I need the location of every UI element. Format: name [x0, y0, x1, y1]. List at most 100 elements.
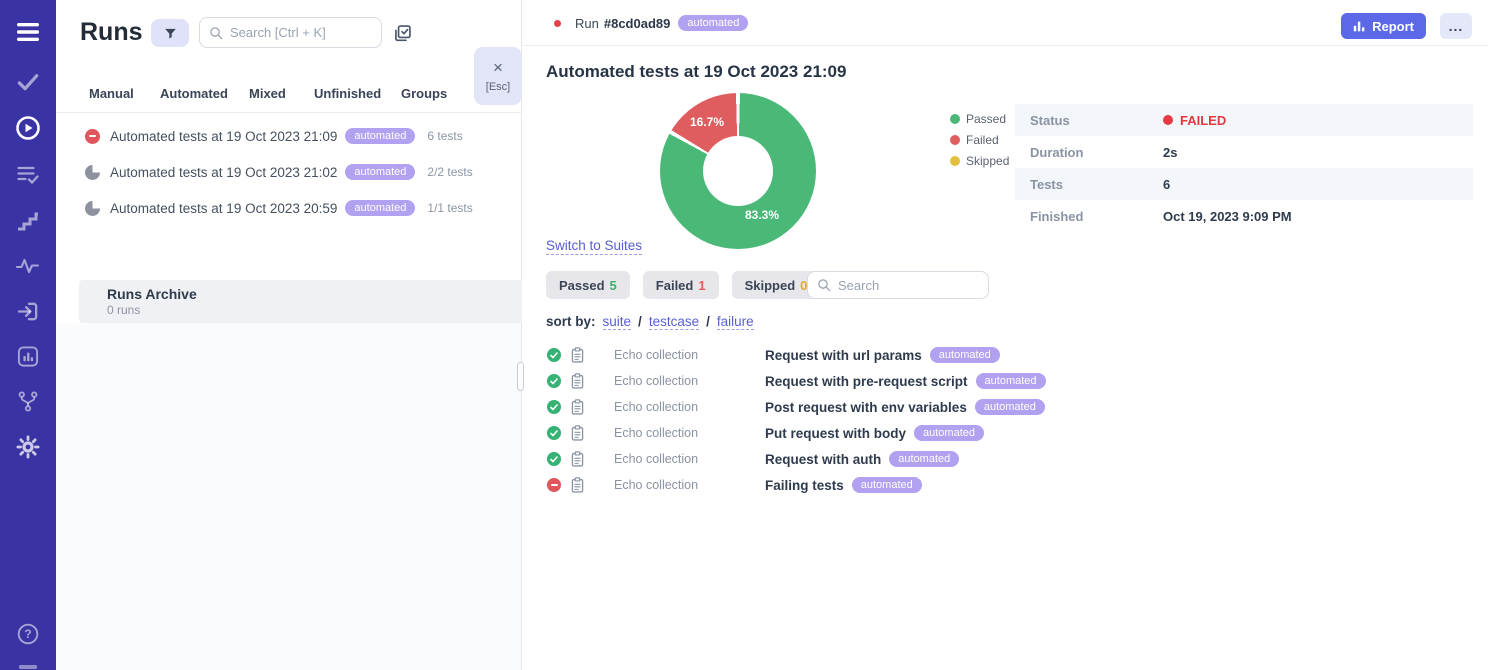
- summary-row-finished: Finished Oct 19, 2023 9:09 PM: [1015, 200, 1473, 232]
- test-suite: Echo collection: [614, 400, 699, 414]
- test-result-row[interactable]: Echo collection Put request with body aut…: [547, 422, 984, 444]
- run-test-count: 1/1 tests: [427, 201, 473, 215]
- run-summary-table: Status FAILED Duration 2s Tests 6 Finish…: [1015, 104, 1473, 232]
- result-filter-buttons: Passed 5 Failed 1 Skipped 0: [546, 271, 821, 299]
- funnel-icon: [163, 26, 178, 41]
- tab-groups[interactable]: Groups: [401, 86, 448, 101]
- bulk-select-icon[interactable]: [392, 23, 413, 49]
- versions-branch-icon[interactable]: [17, 390, 40, 413]
- donut-hole: [703, 136, 773, 206]
- legend-skipped: Skipped: [950, 154, 1009, 168]
- legend-failed: Failed: [950, 133, 1009, 147]
- search-icon: [209, 26, 223, 40]
- search-icon: [817, 278, 831, 292]
- test-cases-check-icon[interactable]: [17, 72, 40, 92]
- legend-skipped-label: Skipped: [966, 154, 1010, 168]
- test-result-row[interactable]: Echo collection Post request with env va…: [547, 396, 1045, 418]
- clipboard-icon: [570, 373, 585, 389]
- run-status-dot: [554, 19, 561, 27]
- test-suite: Echo collection: [614, 452, 699, 466]
- test-result-row[interactable]: Echo collection Request with auth automat…: [547, 448, 960, 470]
- bottom-partial-icon[interactable]: [18, 664, 38, 670]
- run-detail-topbar: Run #8cd0ad89 automated Report ...: [522, 0, 1488, 46]
- clipboard-icon: [570, 451, 585, 467]
- clipboard-icon: [570, 477, 585, 493]
- automated-badge: automated: [914, 425, 984, 441]
- report-button[interactable]: Report: [1341, 13, 1426, 39]
- summary-value: 6: [1163, 176, 1171, 192]
- test-passed-icon: [547, 374, 561, 388]
- test-name: Put request with body: [765, 425, 907, 441]
- test-result-row[interactable]: Echo collection Failing tests automated: [547, 474, 922, 496]
- panel-resize-handle[interactable]: [517, 362, 524, 391]
- test-name: Failing tests: [765, 477, 844, 493]
- filter-button[interactable]: [151, 19, 189, 47]
- automated-badge: automated: [345, 128, 416, 144]
- run-list-item[interactable]: Automated tests at 19 Oct 2023 21:09 aut…: [85, 124, 505, 148]
- tests-search-input[interactable]: [838, 277, 979, 293]
- runs-tabs: Manual Automated Mixed Unfinished Groups: [56, 80, 522, 113]
- run-in-progress-icon: [85, 200, 100, 216]
- legend-passed-label: Passed: [966, 112, 1007, 126]
- test-name: Request with auth: [765, 451, 882, 467]
- run-in-progress-icon: [85, 164, 100, 180]
- more-options-button[interactable]: ...: [1440, 13, 1472, 39]
- runs-archive-title: Runs Archive: [107, 286, 197, 302]
- switch-to-suites-link[interactable]: Switch to Suites: [546, 238, 643, 255]
- test-failed-icon: [547, 478, 561, 492]
- sort-by-testcase-link[interactable]: testcase: [648, 314, 700, 330]
- clipboard-icon: [570, 347, 585, 363]
- menu-icon[interactable]: [16, 22, 40, 42]
- summary-row-status: Status FAILED: [1015, 104, 1473, 136]
- automated-badge: automated: [889, 451, 960, 467]
- skipped-filter-button[interactable]: Skipped 0: [731, 271, 821, 299]
- help-icon[interactable]: ?: [16, 622, 40, 646]
- legend-passed: Passed: [950, 112, 1009, 126]
- tab-mixed[interactable]: Mixed: [249, 86, 286, 101]
- runs-archive-section[interactable]: Runs Archive 0 runs: [79, 280, 522, 323]
- test-passed-icon: [547, 400, 561, 414]
- passed-dot-icon: [950, 114, 960, 124]
- run-breadcrumb: Run #8cd0ad89 automated: [554, 0, 749, 46]
- run-list-item[interactable]: Automated tests at 19 Oct 2023 20:59 aut…: [85, 196, 505, 220]
- sort-by-failure-link[interactable]: failure: [716, 314, 754, 330]
- runs-search: [199, 17, 382, 48]
- sort-by-suite-link[interactable]: suite: [602, 314, 632, 330]
- automated-badge: automated: [974, 399, 1045, 415]
- run-test-count: 2/2 tests: [427, 165, 473, 179]
- page-title: Runs: [80, 18, 143, 46]
- legend-failed-label: Failed: [966, 133, 999, 147]
- run-list-item[interactable]: Automated tests at 19 Oct 2023 21:02 aut…: [85, 160, 505, 184]
- automated-badge: automated: [345, 200, 416, 216]
- failed-status-dot: [1163, 115, 1173, 125]
- run-detail-panel: Run #8cd0ad89 automated Report ... Autom…: [522, 0, 1488, 670]
- runs-search-input[interactable]: [230, 25, 372, 40]
- tab-manual[interactable]: Manual: [89, 86, 134, 101]
- test-plans-icon[interactable]: [17, 165, 39, 185]
- reports-chart-icon[interactable]: [17, 345, 40, 368]
- activity-pulse-icon[interactable]: [16, 256, 40, 274]
- tab-unfinished[interactable]: Unfinished: [314, 86, 382, 101]
- test-result-row[interactable]: Echo collection Request with pre-request…: [547, 370, 1046, 392]
- test-result-row[interactable]: Echo collection Request with url params a…: [547, 344, 1000, 366]
- summary-label: Tests: [1030, 176, 1063, 192]
- close-icon: ×: [493, 58, 503, 77]
- skipped-dot-icon: [950, 156, 960, 166]
- tab-automated[interactable]: Automated: [160, 86, 228, 101]
- settings-gear-icon[interactable]: [16, 435, 40, 459]
- imports-icon[interactable]: [17, 300, 40, 323]
- runs-play-icon[interactable]: [15, 115, 41, 141]
- sort-separator: /: [638, 314, 642, 329]
- failed-filter-button[interactable]: Failed 1: [642, 271, 719, 299]
- summary-row-tests: Tests 6: [1015, 168, 1473, 200]
- failed-count: 1: [698, 277, 706, 293]
- close-panel-button[interactable]: × [Esc]: [474, 47, 522, 105]
- summary-label: Finished: [1030, 208, 1084, 224]
- test-name: Request with pre-request script: [765, 373, 968, 389]
- runs-panel: Runs Manual Automated Mixed Unfinished G…: [56, 0, 522, 670]
- passed-filter-button[interactable]: Passed 5: [546, 271, 630, 299]
- milestones-stairs-icon[interactable]: [17, 211, 39, 231]
- sort-by-label: sort by:: [546, 314, 596, 329]
- sidebar: ?: [0, 0, 56, 670]
- run-detail-title: Automated tests at 19 Oct 2023 21:09: [546, 62, 847, 81]
